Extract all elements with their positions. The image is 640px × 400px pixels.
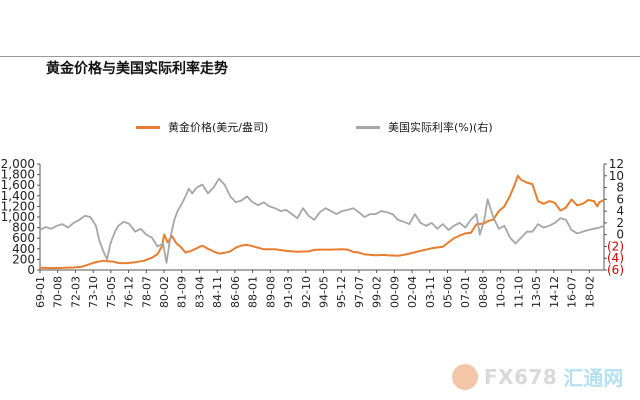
x-tick-label: 00-09 (388, 276, 401, 308)
y-tick-label-left: 600 (12, 231, 35, 245)
x-tick-label: 78-07 (140, 276, 153, 308)
watermark-cn: 汇通网 (563, 366, 624, 390)
watermark: FX678 汇通网 (452, 362, 623, 391)
y-tick-label-right: 8 (616, 181, 624, 195)
x-tick-label: 10-03 (495, 276, 508, 308)
y-tick-label-left: 1,000 (1, 210, 35, 224)
x-tick-label: 03-11 (424, 276, 437, 308)
x-tick-label: 16-07 (566, 276, 579, 308)
x-tick-label: 94-05 (317, 276, 330, 308)
x-tick-label: 02-04 (406, 276, 419, 308)
x-tick-label: 81-09 (176, 276, 189, 308)
legend-rate-swatch (356, 125, 380, 129)
series-line-gold-price (39, 174, 605, 270)
series-line-real-rate (39, 177, 605, 264)
x-tick-label: 14-12 (548, 276, 561, 308)
x-tick-label: 18-02 (583, 276, 596, 308)
x-tick-label: 91-03 (282, 276, 295, 308)
x-tick-label: 83-04 (193, 276, 206, 308)
x-tick-label: 72-03 (69, 276, 82, 308)
y-tick-label-left: 800 (12, 221, 35, 235)
y-tick-label-left: 1,600 (1, 178, 35, 192)
y-tick-label-right: 10 (609, 169, 624, 183)
x-tick-label: 95-12 (335, 276, 348, 308)
y-tick-label-left: 0 (27, 263, 35, 277)
x-tick-label: 13-05 (530, 276, 543, 308)
x-tick-label: 86-06 (229, 276, 242, 308)
y-tick-label-right: 12 (609, 157, 624, 171)
y-tick-label-left: 1,800 (1, 168, 35, 182)
y-tick-label-right: (2) (607, 239, 624, 253)
y-tick-label-right: 4 (616, 204, 624, 218)
top-rule (0, 56, 640, 57)
y-tick-label-right: (4) (607, 251, 624, 265)
x-tick-label: 80-02 (158, 276, 171, 308)
y-tick-label-left: 400 (12, 242, 35, 256)
x-tick-label: 84-11 (211, 276, 224, 308)
y-tick-label-left: 1,200 (1, 199, 35, 213)
y-tick-label-right: 2 (616, 216, 624, 230)
watermark-logo-icon (452, 363, 478, 390)
legend-gold-label: 黄金价格(美元/盎司) (168, 121, 269, 134)
y-tick-label-left: 200 (12, 252, 35, 266)
legend-gold: 黄金价格(美元/盎司) (136, 119, 268, 135)
x-tick-label: 92-10 (300, 276, 313, 308)
legend-rate-label: 美国实际利率(%)(右) (388, 121, 493, 134)
x-tick-label: 69-01 (34, 276, 47, 308)
x-tick-label: 07-01 (459, 276, 472, 308)
x-tick-label: 88-01 (247, 276, 260, 308)
y-tick-label-left: 1,400 (1, 189, 35, 203)
y-tick-label-right: (6) (607, 263, 624, 277)
watermark-brand: FX678 (484, 364, 558, 389)
x-tick-label: 89-08 (264, 276, 277, 308)
x-tick-label: 70-08 (52, 276, 65, 308)
legend-gold-swatch (136, 125, 160, 129)
x-tick-label: 97-07 (353, 276, 366, 308)
x-tick-label: 11-10 (512, 276, 525, 308)
legend-rate: 美国实际利率(%)(右) (356, 119, 493, 135)
x-tick-label: 73-10 (87, 276, 100, 308)
x-tick-label: 75-05 (105, 276, 118, 308)
y-tick-label-right: 6 (616, 192, 624, 206)
x-tick-label: 99-02 (371, 276, 384, 308)
y-tick-label-left: 2,000 (1, 157, 35, 171)
x-tick-label: 08-08 (477, 276, 490, 308)
x-tick-label: 05-06 (442, 276, 455, 308)
y-tick-label-right: 0 (616, 228, 624, 242)
chart-title: 黄金价格与美国实际利率走势 (46, 61, 228, 77)
x-tick-label: 76-12 (123, 276, 136, 308)
